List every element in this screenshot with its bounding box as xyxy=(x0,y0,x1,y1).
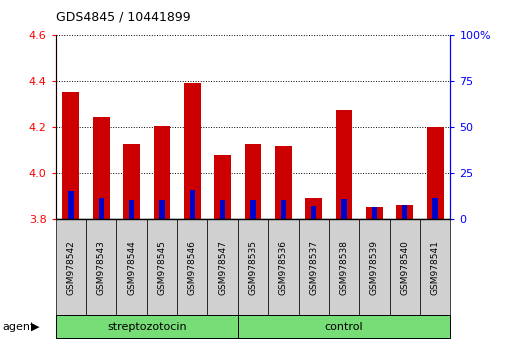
Text: streptozotocin: streptozotocin xyxy=(107,321,186,332)
Text: GSM978535: GSM978535 xyxy=(248,240,257,295)
Bar xyxy=(123,144,139,219)
Text: GDS4845 / 10441899: GDS4845 / 10441899 xyxy=(56,10,190,23)
Bar xyxy=(159,200,164,219)
Text: GSM978547: GSM978547 xyxy=(218,240,227,295)
Bar xyxy=(129,200,134,219)
Bar xyxy=(401,205,407,219)
Bar xyxy=(341,199,346,219)
Bar xyxy=(311,206,316,219)
Text: GSM978544: GSM978544 xyxy=(127,240,136,295)
Bar xyxy=(98,198,104,219)
Bar xyxy=(189,190,194,219)
Bar xyxy=(275,146,291,219)
Text: agent: agent xyxy=(3,321,35,332)
Bar xyxy=(305,198,322,219)
Text: GSM978543: GSM978543 xyxy=(96,240,106,295)
Text: GSM978545: GSM978545 xyxy=(157,240,166,295)
Bar xyxy=(93,117,110,219)
Text: GSM978542: GSM978542 xyxy=(66,240,75,295)
Bar xyxy=(426,127,443,219)
Text: GSM978537: GSM978537 xyxy=(309,240,318,295)
Bar xyxy=(68,191,73,219)
Bar xyxy=(335,110,352,219)
Text: GSM978541: GSM978541 xyxy=(430,240,439,295)
Text: control: control xyxy=(324,321,363,332)
Text: GSM978540: GSM978540 xyxy=(399,240,409,295)
Bar xyxy=(250,200,255,219)
Bar xyxy=(244,144,261,219)
Bar xyxy=(154,126,170,219)
Text: GSM978546: GSM978546 xyxy=(187,240,196,295)
Bar xyxy=(432,198,437,219)
Bar xyxy=(220,200,225,219)
Bar xyxy=(214,155,230,219)
Text: GSM978536: GSM978536 xyxy=(278,240,287,295)
Bar xyxy=(366,207,382,219)
Bar xyxy=(396,205,413,219)
Text: ▶: ▶ xyxy=(31,321,40,332)
Bar xyxy=(280,200,285,219)
Bar xyxy=(184,82,200,219)
Bar xyxy=(371,207,376,219)
Text: GSM978539: GSM978539 xyxy=(369,240,378,295)
Bar xyxy=(63,92,79,219)
Text: GSM978538: GSM978538 xyxy=(339,240,348,295)
